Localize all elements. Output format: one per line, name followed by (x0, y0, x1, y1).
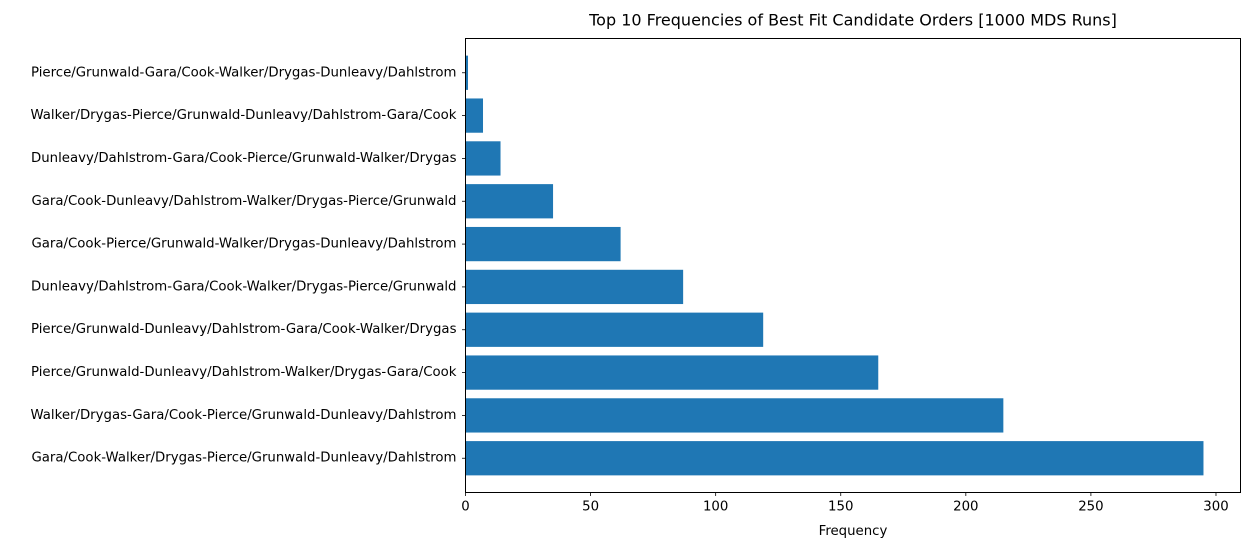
y-tick-label: Gara/Cook-Pierce/Grunwald-Walker/Drygas-… (31, 237, 456, 252)
y-tick-label: Gara/Cook-Dunleavy/Dahlstrom-Walker/Dryg… (31, 194, 456, 209)
x-tick-label: 250 (1078, 500, 1103, 515)
x-tick-label: 0 (461, 500, 469, 515)
bar-8 (465, 141, 501, 176)
bar-6 (465, 226, 621, 262)
y-tick-label: Pierce/Grunwald-Dunleavy/Dahlstrom-Gara/… (31, 322, 457, 337)
x-tick-label: 300 (1203, 500, 1228, 515)
x-tick-label: 200 (953, 500, 978, 515)
y-tick-label: Dunleavy/Dahlstrom-Gara/Cook-Pierce/Grun… (31, 151, 457, 166)
y-tick-label: Dunleavy/Dahlstrom-Gara/Cook-Walker/Dryg… (31, 279, 457, 294)
y-axis-ticks: Gara/Cook-Walker/Drygas-Pierce/Grunwald-… (30, 65, 466, 466)
bar-3 (465, 355, 879, 390)
x-tick-label: 100 (703, 500, 728, 515)
bar-2 (465, 398, 1004, 433)
y-tick-label: Pierce/Grunwald-Dunleavy/Dahlstrom-Walke… (31, 365, 457, 380)
x-tick-label: 150 (828, 500, 853, 515)
bar-5 (465, 269, 684, 305)
bars-group (465, 55, 1204, 476)
x-tick-label: 50 (582, 500, 599, 515)
x-axis-ticks: 0 50 100 150 200 250 300 (461, 492, 1229, 515)
x-axis-title: Frequency (819, 524, 888, 539)
bar-10 (465, 55, 469, 90)
chart-title: Top 10 Frequencies of Best Fit Candidate… (588, 11, 1117, 30)
bar-9 (465, 98, 484, 133)
bar-4 (465, 312, 764, 347)
y-tick-label: Gara/Cook-Walker/Drygas-Pierce/Grunwald-… (31, 451, 456, 466)
bar-1 (465, 441, 1204, 476)
plot-frame (465, 38, 1241, 493)
bar-7 (465, 184, 554, 219)
y-tick-label: Walker/Drygas-Gara/Cook-Pierce/Grunwald-… (30, 408, 456, 423)
y-tick-label: Pierce/Grunwald-Gara/Cook-Walker/Drygas-… (31, 65, 457, 80)
y-tick-label: Walker/Drygas-Pierce/Grunwald-Dunleavy/D… (30, 108, 456, 123)
